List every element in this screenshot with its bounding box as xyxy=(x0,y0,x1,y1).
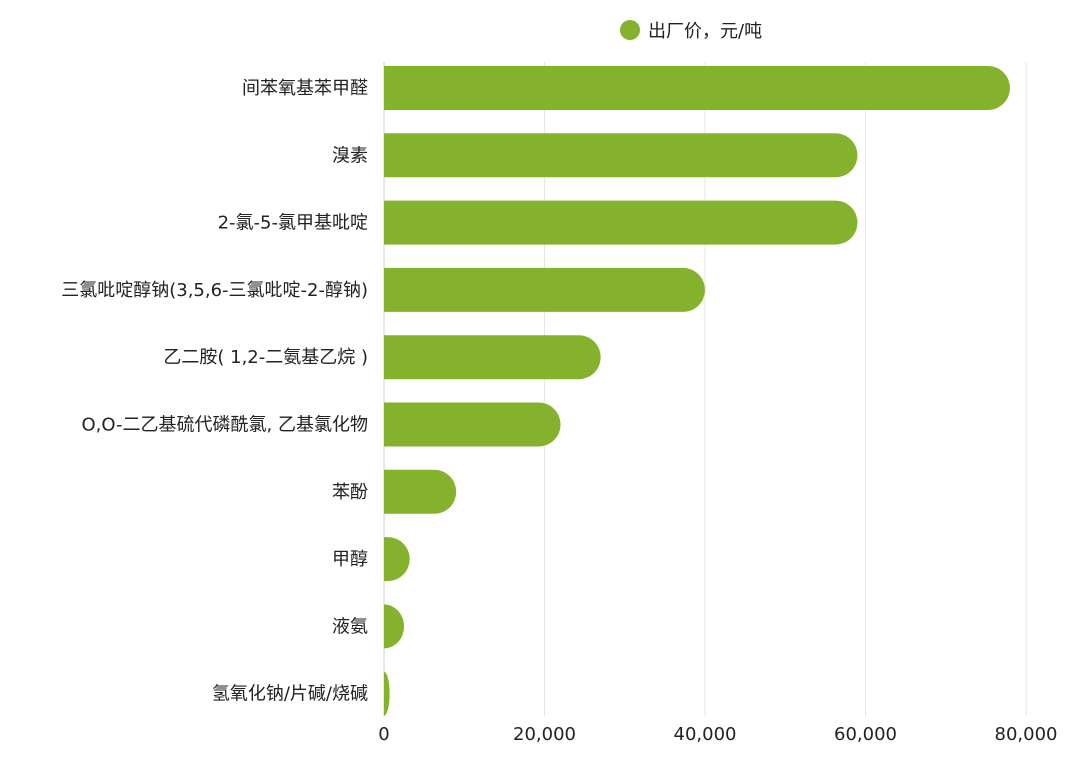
legend-label: 出厂价，元/吨 xyxy=(648,21,763,42)
bar[interactable] xyxy=(384,267,705,312)
x-tick-label: 40,000 xyxy=(674,724,737,745)
bar[interactable] xyxy=(384,671,390,716)
bar[interactable] xyxy=(384,604,405,649)
category-label: 苯酚 xyxy=(332,482,368,503)
category-label: 甲醇 xyxy=(332,549,368,570)
bar[interactable] xyxy=(384,133,858,178)
x-tick-label: 80,000 xyxy=(995,724,1058,745)
bar[interactable] xyxy=(384,66,1010,110)
x-tick-label: 20,000 xyxy=(513,724,576,745)
bar[interactable] xyxy=(384,402,561,447)
category-label: 2-氯-5-氯甲基吡啶 xyxy=(218,213,368,234)
legend-swatch-icon xyxy=(620,20,640,40)
bar[interactable] xyxy=(384,469,457,514)
x-tick-label: 0 xyxy=(378,724,389,745)
x-tick-label: 60,000 xyxy=(834,724,897,745)
legend: 出厂价，元/吨 xyxy=(620,17,762,43)
category-label: O,O-二乙基硫代磷酰氯, 乙基氯化物 xyxy=(82,415,369,436)
category-label: 液氨 xyxy=(332,616,368,637)
category-label: 乙二胺( 1,2-二氨基乙烷 ) xyxy=(163,347,368,368)
bar[interactable] xyxy=(384,200,858,245)
bar[interactable] xyxy=(384,537,410,582)
category-label: 三氯吡啶醇钠(3,5,6-三氯吡啶-2-醇钠) xyxy=(61,280,368,301)
category-label: 溴素 xyxy=(332,145,368,166)
category-label: 间苯氧基苯甲醛 xyxy=(242,78,368,99)
bar[interactable] xyxy=(384,335,601,380)
category-label: 氢氧化钠/片碱/烧碱 xyxy=(212,684,368,705)
